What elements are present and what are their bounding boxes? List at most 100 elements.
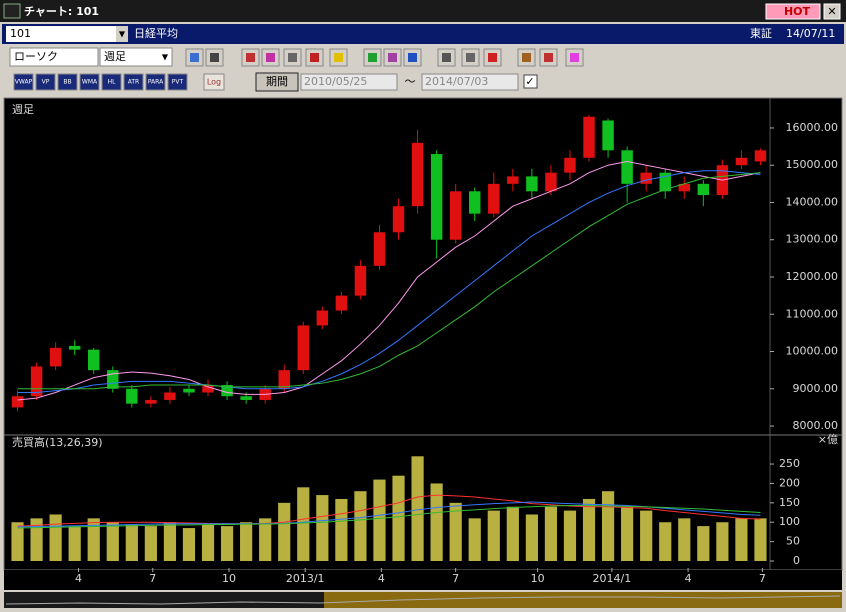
toolbar-icon xyxy=(334,53,343,62)
close-button[interactable] xyxy=(823,3,841,20)
indicator-button[interactable] xyxy=(167,73,188,91)
volume-unit: ×億 xyxy=(818,433,838,446)
range-button[interactable] xyxy=(255,72,299,92)
volume-bar xyxy=(316,495,329,562)
volume-bar xyxy=(487,510,500,562)
symbol-bar xyxy=(2,24,844,44)
volume-ma-line xyxy=(17,505,761,529)
candle-body xyxy=(469,191,481,214)
candle-body xyxy=(602,120,614,151)
plot: 8000.00 9000.00 10000.00 11000.00 12000.00 13… xyxy=(11,114,839,585)
log-label: Log xyxy=(207,78,221,87)
volume-bar xyxy=(163,522,177,562)
overview-line xyxy=(5,595,841,605)
log-button[interactable] xyxy=(203,73,225,91)
x-axis-band xyxy=(4,570,842,590)
indicator-button[interactable] xyxy=(35,73,56,91)
toolbar-icon xyxy=(388,53,397,62)
scroll-thumb[interactable] xyxy=(324,592,842,608)
period-select[interactable] xyxy=(99,47,173,67)
candle-body xyxy=(392,206,405,233)
candle-body xyxy=(697,183,710,196)
volume-bar xyxy=(525,514,538,562)
volume-bar xyxy=(659,522,672,562)
y-tick-label: 10000.00 xyxy=(786,345,839,358)
chart-kind-select[interactable] xyxy=(9,47,99,67)
y-tick-label: 200 xyxy=(779,476,800,489)
candle-body xyxy=(88,349,100,371)
indicator-button[interactable] xyxy=(101,73,122,91)
volume-bar xyxy=(373,479,386,562)
candle-body xyxy=(735,157,748,166)
y-tick-label: 9000.00 xyxy=(793,382,839,395)
x-tick-label: 7 xyxy=(759,572,766,585)
volume-ma-line xyxy=(17,494,761,527)
toolbar-icon xyxy=(310,53,319,62)
toolbar-icon xyxy=(288,53,297,62)
x-tick-label: 10 xyxy=(531,572,545,585)
candle-body xyxy=(183,388,195,393)
app-icon xyxy=(3,3,21,19)
indicator-label: ATR xyxy=(128,79,139,86)
range-checkbox[interactable] xyxy=(523,74,538,89)
y-tick-label: 150 xyxy=(779,496,800,509)
volume-bar xyxy=(68,526,81,562)
candle-body xyxy=(354,265,367,296)
indicator-label: VP xyxy=(42,79,50,86)
candle-body xyxy=(488,183,500,214)
y-tick-label: 50 xyxy=(786,535,800,548)
period-kind: 週足 xyxy=(104,50,126,63)
candle-body xyxy=(278,370,290,389)
volume-bar xyxy=(430,483,443,562)
candle-body xyxy=(373,232,386,266)
range-from-input[interactable] xyxy=(300,73,398,91)
volume-bar xyxy=(278,502,291,562)
volume-bar xyxy=(335,498,348,562)
candle-body xyxy=(221,385,233,397)
toolbar-icon xyxy=(466,53,475,62)
candle-body xyxy=(68,345,81,350)
candle-body xyxy=(11,396,24,408)
y-tick-label: 100 xyxy=(779,515,800,528)
indicator-label: PVT xyxy=(172,79,184,86)
code-text: 101 xyxy=(10,27,31,40)
volume-bar xyxy=(716,522,729,562)
toolbar-icon xyxy=(210,53,219,62)
indicator-button[interactable] xyxy=(123,73,144,91)
code-input[interactable] xyxy=(6,26,116,42)
volume-bar xyxy=(678,518,691,562)
date: 14/07/11 xyxy=(786,27,835,40)
indicator-button[interactable] xyxy=(79,73,100,91)
candle-body xyxy=(678,183,690,192)
volume-bar xyxy=(697,526,710,562)
range-label: 期間 xyxy=(266,75,288,88)
hot-button[interactable] xyxy=(765,3,821,20)
y-tick-label: 13000.00 xyxy=(786,233,839,246)
indicator-button[interactable] xyxy=(145,73,166,91)
toolbar-icons xyxy=(185,48,584,67)
indicator-button[interactable] xyxy=(57,73,78,91)
volume-bar xyxy=(449,502,462,562)
y-tick-label: 14000.00 xyxy=(786,195,839,208)
candle-body xyxy=(583,116,595,158)
candle-body xyxy=(240,396,252,400)
candle-body xyxy=(316,310,329,326)
close-icon: ✕ xyxy=(827,5,836,18)
volume-bar xyxy=(49,514,62,562)
toolbar-icon xyxy=(488,53,497,62)
volume-bar xyxy=(506,506,519,562)
market: 東証 xyxy=(750,27,772,40)
volume-bar xyxy=(220,526,234,562)
range-to-input[interactable] xyxy=(421,73,519,91)
candle-body xyxy=(145,399,157,404)
code-dropdown[interactable] xyxy=(116,26,128,42)
toolbar-icon xyxy=(570,53,579,62)
indicator-toolbar: VWAP VP BB WMA HL ATR PARA PVT Log xyxy=(13,73,225,91)
volume-bar xyxy=(544,506,558,562)
candle-body xyxy=(202,385,214,393)
y-tick-label: 0 xyxy=(793,554,800,567)
hot-label: HOT xyxy=(784,5,811,18)
volume-bar xyxy=(411,456,424,562)
indicator-button[interactable] xyxy=(13,73,34,91)
